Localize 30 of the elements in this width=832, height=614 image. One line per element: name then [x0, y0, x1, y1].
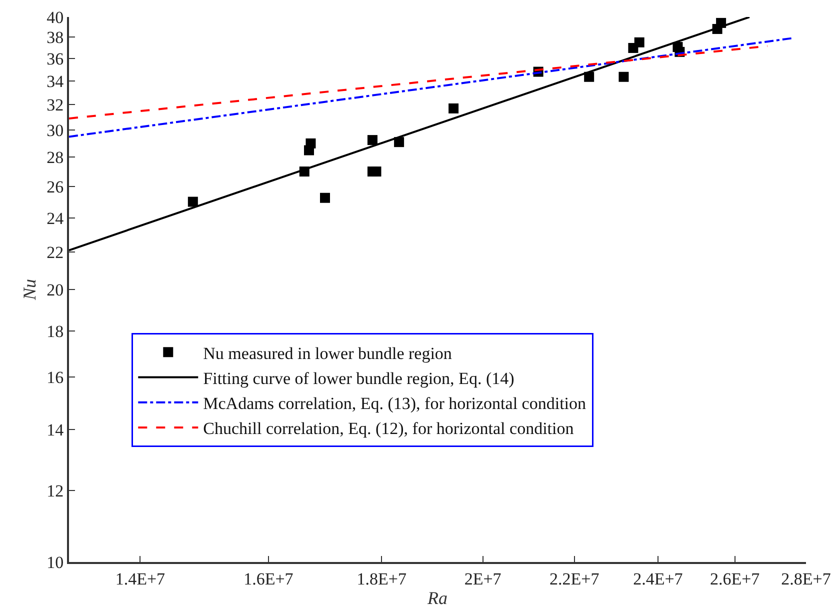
y-tick-label: 12	[46, 481, 64, 500]
y-tick-label: 32	[46, 96, 64, 115]
x-tick-label: 2.8E+7	[781, 569, 832, 588]
y-tick-label: 26	[46, 177, 64, 196]
y-axis-title: Nu	[19, 278, 40, 302]
legend-label: McAdams correlation, Eq. (13), for horizontal condition	[203, 394, 587, 413]
x-tick-label: 1.6E+7	[244, 569, 294, 588]
y-tick-label: 34	[46, 72, 64, 91]
y-tick-label: 18	[46, 322, 64, 341]
y-tick-label: 10	[46, 552, 64, 572]
y-tick-label: 36	[46, 49, 64, 68]
x-tick-label: 1.4E+7	[115, 569, 166, 588]
y-tick-label: 16	[46, 368, 64, 388]
x-tick-label: 1.8E+7	[356, 569, 407, 588]
y-tick-label: 20	[46, 280, 64, 300]
x-tick-label: 2.6E+7	[710, 569, 760, 588]
x-tick-label: 2E+7	[464, 569, 502, 588]
y-tick-label: 14	[46, 420, 64, 440]
y-tick-label: 22	[46, 242, 64, 262]
legend-label: Nu measured in lower bundle region	[203, 344, 452, 363]
y-tick-label: 24	[46, 208, 64, 228]
x-tick-label: 2.2E+7	[549, 569, 600, 588]
y-tick-label: 28	[46, 148, 64, 168]
y-tick-label: 30	[46, 121, 64, 140]
legend-label: Chuchill correlation, Eq. (12), for horizontal condition	[203, 419, 574, 438]
x-tick-label: 2.4E+7	[633, 569, 684, 588]
y-tick-label: 38	[46, 28, 64, 48]
legend-label: Fitting curve of lower bundle region, Eq. (14)	[203, 368, 514, 388]
x-axis-title: Ra	[426, 588, 448, 608]
y-tick-label: 40	[46, 8, 64, 27]
